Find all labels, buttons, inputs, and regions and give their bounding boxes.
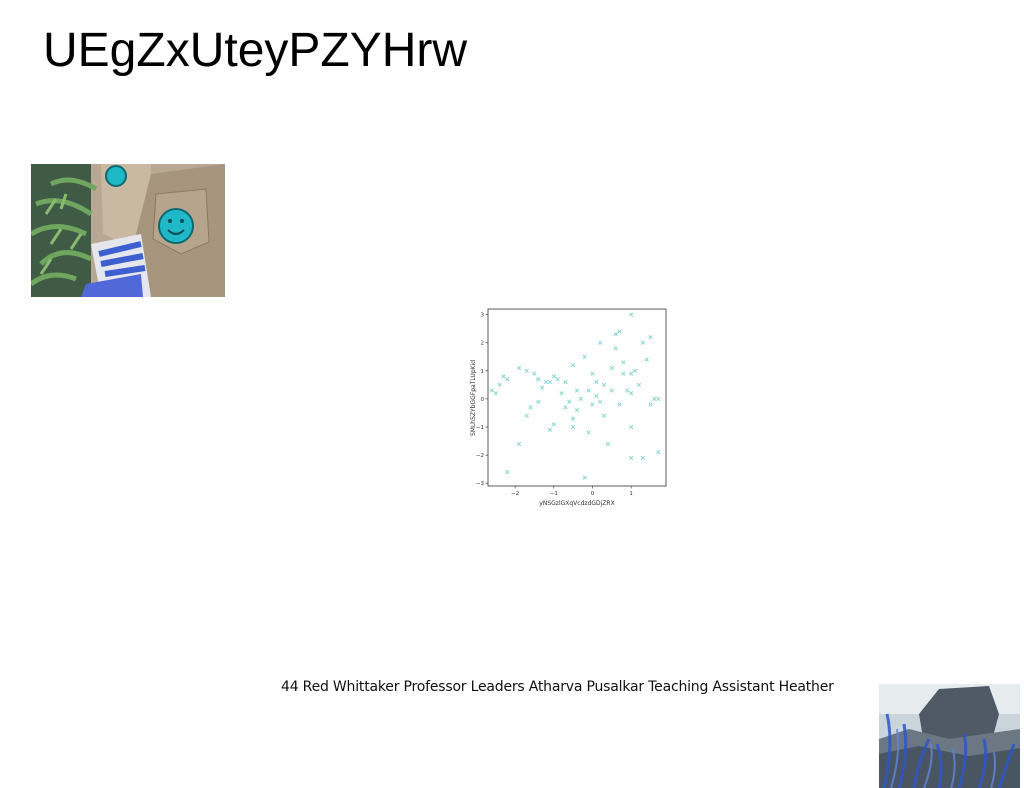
scatter-point-27: [571, 424, 576, 430]
jeans-with-smiley-patches-photo: [31, 164, 225, 297]
scatter-point-55: [629, 424, 634, 430]
rocky-coastline-photo: [879, 684, 1020, 788]
x-tick-label-1: −1: [550, 491, 558, 497]
x-ticks: −2 −1 0 1: [511, 486, 633, 497]
scatter-point-35: [590, 402, 595, 407]
y-tick-label-4: 1: [481, 369, 485, 375]
scatter-point-6: [516, 441, 522, 446]
scatter-point-17: [547, 379, 553, 385]
scatter-point-52: [625, 388, 630, 393]
jeans-photo-art: [31, 164, 225, 297]
scatter-point-5: [505, 469, 510, 475]
scatter-point-2: [497, 382, 502, 387]
scatter-point-9: [524, 368, 529, 373]
scatter-point-40: [598, 340, 603, 345]
plot-frame: [487, 308, 667, 487]
scatter-point-38: [594, 379, 599, 385]
scatter-point-21: [559, 391, 564, 396]
coastline-photo-art: [879, 684, 1020, 788]
scatter-point-7: [516, 365, 522, 371]
scatter-plot-svg: −2 −1 0 1 −3 −2 −1 0 1 2 3 yNSGzlGXqVcdzdGDjZRX S…: [470, 308, 667, 507]
scatter-point-32: [582, 475, 587, 480]
scatter-point-65: [652, 396, 657, 402]
x-tick-label-2: 0: [591, 491, 595, 497]
scatter-point-58: [632, 368, 638, 373]
scatter-point-37: [594, 393, 599, 399]
scatter-point-12: [536, 399, 541, 404]
scatter-point-14: [540, 385, 545, 390]
scatter-point-51: [621, 360, 626, 365]
x-tick-label-0: −2: [511, 491, 519, 497]
caption-text: 44 Red Whittaker Professor Leaders Athar…: [281, 679, 834, 695]
scatter-point-1: [493, 391, 498, 396]
scatter-point-43: [605, 441, 611, 446]
scatter-point-39: [598, 399, 603, 404]
scatter-point-45: [609, 365, 614, 371]
scatter-point-11: [532, 371, 537, 376]
y-tick-label-6: 3: [481, 313, 485, 319]
scatter-point-22: [563, 405, 568, 410]
scatter-point-42: [601, 413, 607, 418]
scatter-point-20: [555, 377, 560, 382]
y-tick-label-2: −1: [476, 425, 484, 431]
scatter-point-66: [656, 396, 661, 402]
y-ticks: −3 −2 −1 0 1 2 3: [476, 313, 488, 487]
scatter-point-53: [629, 391, 634, 396]
scatter-chart: −2 −1 0 1 −3 −2 −1 0 1 2 3 yNSGzlGXqVcdzdGDjZRX S…: [466, 302, 676, 512]
scatter-point-54: [629, 371, 634, 376]
scatter-point-62: [644, 357, 649, 362]
scatter-point-4: [505, 377, 510, 382]
scatter-point-15: [543, 379, 549, 385]
scatter-point-8: [524, 413, 529, 418]
scatter-points: [489, 312, 661, 480]
scatter-point-16: [547, 427, 553, 432]
scatter-point-18: [551, 374, 556, 379]
scatter-point-57: [629, 312, 634, 317]
scatter-point-41: [601, 382, 607, 387]
scatter-point-30: [578, 396, 583, 402]
scatter-point-63: [648, 402, 653, 407]
scatter-point-10: [528, 405, 533, 410]
scatter-point-59: [636, 382, 642, 387]
y-tick-label-3: 0: [481, 397, 485, 403]
scatter-point-33: [586, 430, 591, 435]
scatter-point-28: [574, 388, 580, 393]
scatter-point-13: [536, 377, 541, 382]
scatter-point-0: [489, 388, 494, 393]
scatter-point-67: [656, 450, 661, 455]
x-tick-label-3: 1: [629, 491, 633, 497]
x-axis-label: yNSGzlGXqVcdzdGDjZRX: [539, 500, 614, 507]
scatter-point-31: [582, 354, 587, 359]
scatter-point-61: [640, 455, 645, 461]
y-tick-label-1: −2: [476, 453, 484, 459]
y-tick-label-5: 2: [481, 341, 485, 347]
scatter-point-60: [640, 340, 645, 345]
scatter-point-26: [571, 363, 576, 368]
page-title: UEgZxUteyPZYHrw: [43, 24, 468, 77]
scatter-point-64: [648, 334, 653, 340]
scatter-point-19: [551, 422, 556, 427]
scatter-point-47: [613, 346, 618, 351]
y-tick-label-0: −3: [476, 481, 485, 487]
scatter-point-3: [501, 374, 506, 379]
scatter-point-34: [586, 388, 591, 393]
scatter-point-29: [574, 408, 580, 413]
scatter-point-50: [621, 371, 626, 376]
scatter-point-56: [629, 455, 634, 461]
scatter-point-25: [571, 416, 576, 421]
scatter-point-23: [563, 379, 568, 385]
scatter-point-49: [617, 402, 622, 407]
scatter-point-36: [590, 371, 595, 376]
scatter-point-46: [613, 332, 618, 337]
scatter-point-48: [617, 329, 622, 334]
y-axis-label: SMLhSZYbGGFpaTLUpKid: [470, 360, 477, 436]
scatter-point-44: [609, 388, 614, 393]
scatter-point-24: [567, 399, 572, 404]
